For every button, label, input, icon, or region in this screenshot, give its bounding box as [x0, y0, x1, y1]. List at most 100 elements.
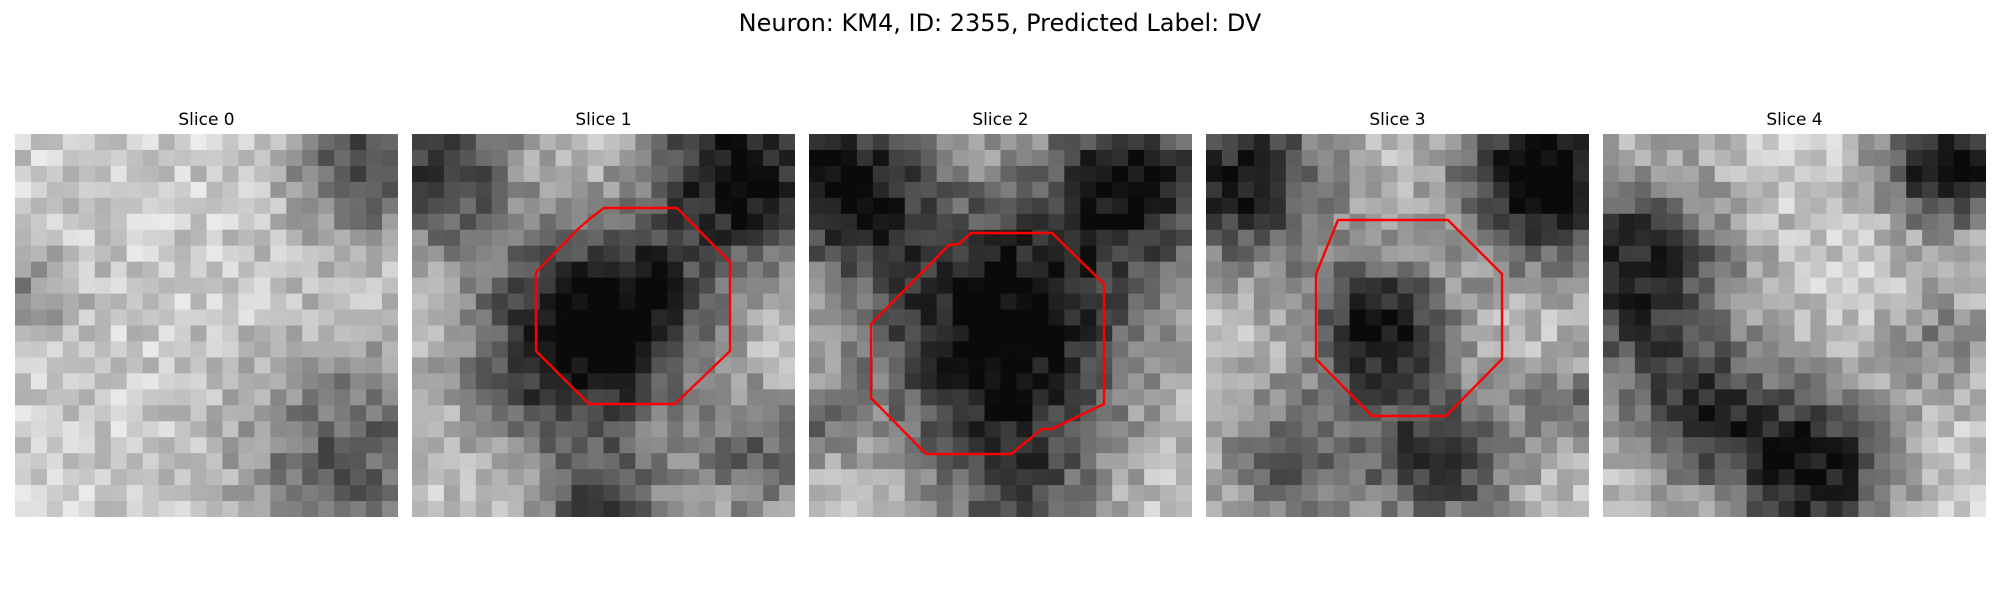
image-pixel: [1778, 469, 1796, 486]
image-pixel: [1016, 309, 1034, 327]
image-pixel: [1461, 325, 1478, 343]
image-pixel: [382, 293, 398, 311]
image-pixel: [603, 485, 621, 502]
image-pixel: [1858, 485, 1875, 502]
image-pixel: [1826, 405, 1843, 422]
image-pixel: [110, 373, 128, 390]
image-pixel: [1778, 405, 1796, 422]
image-pixel: [94, 229, 112, 247]
image-pixel: [1413, 453, 1431, 470]
image-pixel: [715, 501, 732, 517]
image-pixel: [174, 245, 192, 263]
image-pixel: [1253, 325, 1271, 343]
image-pixel: [507, 197, 525, 215]
image-pixel: [1301, 405, 1319, 422]
image-pixel: [412, 357, 429, 374]
image-pixel: [635, 245, 652, 263]
image-pixel: [715, 437, 732, 454]
image-pixel: [1206, 261, 1223, 279]
image-pixel: [1794, 501, 1812, 517]
image-pixel: [824, 389, 842, 406]
image-pixel: [1128, 229, 1145, 247]
image-pixel: [142, 325, 160, 343]
image-pixel: [1000, 357, 1018, 374]
image-pixel: [779, 469, 795, 486]
image-pixel: [254, 485, 271, 502]
image-pixel: [1112, 245, 1129, 263]
image-pixel: [1285, 357, 1303, 374]
image-pixel: [1970, 277, 1986, 295]
image-pixel: [1794, 277, 1812, 295]
image-pixel: [238, 309, 255, 327]
image-pixel: [824, 437, 842, 454]
image-pixel: [1525, 325, 1542, 343]
image-pixel: [809, 325, 826, 343]
image-pixel: [747, 469, 764, 486]
image-pixel: [1429, 389, 1446, 406]
image-pixel: [1541, 485, 1558, 502]
image-pixel: [539, 357, 557, 374]
image-pixel: [984, 293, 1002, 311]
image-pixel: [62, 421, 80, 438]
image-pixel: [1509, 501, 1526, 517]
image-pixel: [1365, 373, 1383, 390]
image-pixel: [1603, 293, 1620, 311]
image-pixel: [824, 357, 842, 374]
image-pixel: [350, 373, 367, 390]
image-pixel: [920, 437, 938, 454]
image-pixel: [1858, 245, 1875, 263]
image-pixel: [763, 245, 780, 263]
image-pixel: [1206, 309, 1223, 327]
image-pixel: [1269, 261, 1287, 279]
image-pixel: [1096, 421, 1113, 438]
image-pixel: [1176, 453, 1192, 470]
image-pixel: [1557, 149, 1574, 167]
image-pixel: [286, 325, 303, 343]
image-pixel: [174, 149, 192, 167]
image-pixel: [1461, 389, 1478, 406]
image-pixel: [366, 309, 383, 327]
image-pixel: [888, 245, 906, 263]
image-pixel: [1237, 405, 1255, 422]
image-pixel: [731, 501, 748, 517]
image-pixel: [1461, 309, 1478, 327]
image-pixel: [286, 165, 303, 183]
image-pixel: [1541, 149, 1558, 167]
image-pixel: [1048, 437, 1065, 454]
image-pixel: [779, 293, 795, 311]
image-pixel: [968, 213, 986, 231]
image-pixel: [1000, 245, 1018, 263]
image-pixel: [158, 485, 176, 502]
image-pixel: [1144, 149, 1161, 167]
image-pixel: [1445, 245, 1462, 263]
image-pixel: [683, 341, 700, 359]
image-pixel: [1890, 245, 1907, 263]
image-pixel: [318, 261, 335, 279]
image-pixel: [1762, 373, 1780, 390]
image-pixel: [1826, 485, 1843, 502]
image-pixel: [443, 469, 461, 486]
image-pixel: [366, 197, 383, 215]
image-pixel: [1525, 165, 1542, 183]
image-pixel: [1714, 261, 1732, 279]
image-pixel: [1573, 309, 1589, 327]
image-pixel: [904, 501, 922, 517]
image-pixel: [46, 213, 64, 231]
image-pixel: [366, 149, 383, 167]
image-pixel: [1762, 134, 1780, 151]
image-pixel: [1032, 325, 1049, 343]
image-pixel: [683, 197, 700, 215]
image-pixel: [1573, 389, 1589, 406]
image-pixel: [1000, 325, 1018, 343]
image-pixel: [984, 181, 1002, 199]
image-pixel: [382, 165, 398, 183]
image-pixel: [286, 341, 303, 359]
image-pixel: [1237, 485, 1255, 502]
image-pixel: [1144, 373, 1161, 390]
image-pixel: [1317, 165, 1335, 183]
image-pixel: [1461, 213, 1478, 231]
image-pixel: [635, 437, 652, 454]
image-pixel: [1032, 261, 1049, 279]
image-pixel: [190, 309, 208, 327]
image-pixel: [824, 373, 842, 390]
